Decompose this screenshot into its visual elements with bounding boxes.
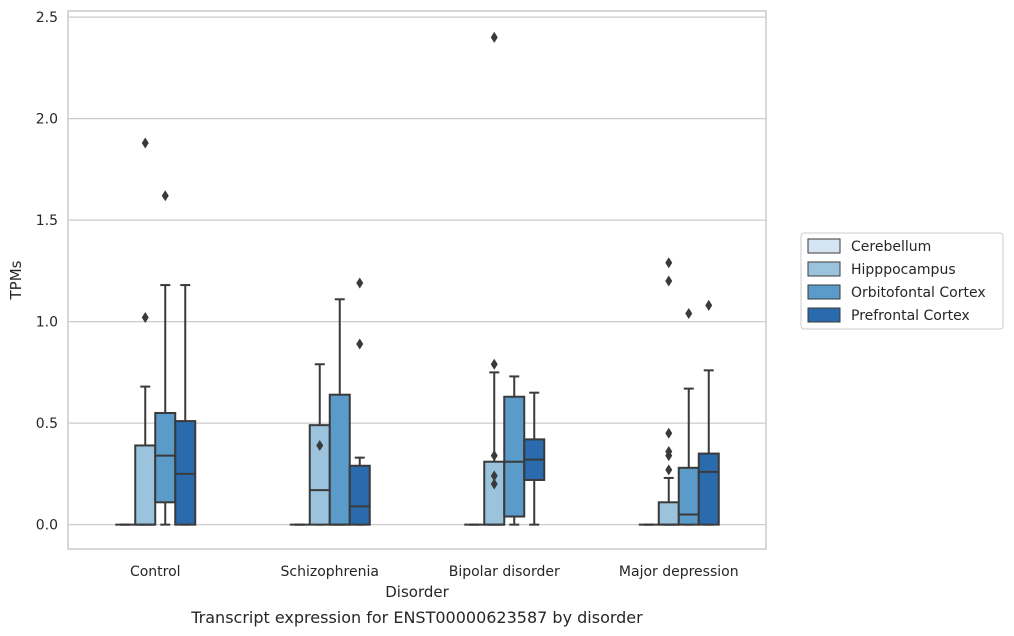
x-axis-title: Disorder — [385, 583, 449, 601]
y-tick-label: 2.0 — [36, 112, 58, 128]
box — [328, 298, 351, 526]
outlier-point — [705, 299, 713, 311]
box — [174, 284, 197, 526]
box — [523, 391, 546, 526]
box-iqr — [328, 393, 351, 526]
x-tick-label: Control — [130, 564, 181, 580]
outlier-point — [490, 470, 498, 482]
box — [483, 31, 506, 526]
x-tick-label: Bipolar disorder — [449, 564, 560, 580]
box — [697, 299, 720, 526]
outlier-point — [665, 275, 673, 287]
legend-frame — [800, 232, 1004, 330]
legend-swatch — [807, 261, 841, 277]
legend-label: Orbitofontal Cortex — [851, 285, 986, 301]
y-tick-label: 1.5 — [36, 213, 58, 229]
chart-caption: Transcript expression for ENST0000062358… — [190, 608, 643, 627]
outlier-point — [316, 439, 324, 451]
outlier-point — [490, 358, 498, 370]
box-iqr — [348, 464, 371, 526]
y-axis-title: TPMs — [7, 260, 25, 300]
outlier-point — [665, 464, 673, 476]
legend-swatch — [807, 238, 841, 254]
y-tick-labels: 0.0 0.5 1.0 1.5 2.0 2.5 — [36, 10, 58, 534]
y-tick-label: 0.5 — [36, 416, 58, 432]
box — [657, 257, 680, 526]
y-tick-label: 0.0 — [36, 518, 58, 534]
outlier-point — [665, 257, 673, 269]
x-tick-labels: Control Schizophrenia Bipolar disorder Majo… — [130, 564, 739, 580]
legend-label: Prefrontal Cortex — [851, 308, 970, 324]
box — [134, 137, 157, 526]
outlier-point — [356, 277, 364, 289]
box — [503, 375, 526, 526]
legend-label: Cerebellum — [851, 239, 931, 255]
box-iqr — [134, 444, 157, 526]
outlier-point — [490, 31, 498, 43]
outlier-point — [141, 137, 149, 149]
box-series-group — [115, 31, 720, 526]
outlier-point — [665, 446, 673, 458]
box-series — [154, 190, 700, 526]
y-tick-label: 1.0 — [36, 315, 58, 331]
y-tick-label: 2.5 — [36, 10, 58, 26]
outlier-point — [490, 478, 498, 490]
box-iqr — [677, 466, 700, 526]
outlier-point — [161, 190, 169, 202]
box-iqr — [657, 501, 680, 526]
box — [677, 307, 700, 526]
x-tick-label: Major depression — [619, 564, 739, 580]
outlier-point — [141, 312, 149, 324]
legend: Cerebellum Hipppocampus Orbitofontal Corte… — [800, 232, 1004, 330]
legend-swatch — [807, 284, 841, 300]
legend-label: Hipppocampus — [851, 262, 956, 278]
x-tick-label: Schizophrenia — [281, 564, 379, 580]
box — [348, 277, 371, 526]
outlier-point — [356, 338, 364, 350]
outlier-point — [685, 307, 693, 319]
outlier-point — [665, 427, 673, 439]
box-iqr — [174, 420, 197, 526]
legend-swatch — [807, 307, 841, 323]
box-iqr — [154, 411, 177, 504]
box-series — [174, 277, 720, 526]
outlier-point — [490, 450, 498, 462]
box-iqr — [503, 395, 526, 518]
box-iqr — [697, 452, 720, 526]
